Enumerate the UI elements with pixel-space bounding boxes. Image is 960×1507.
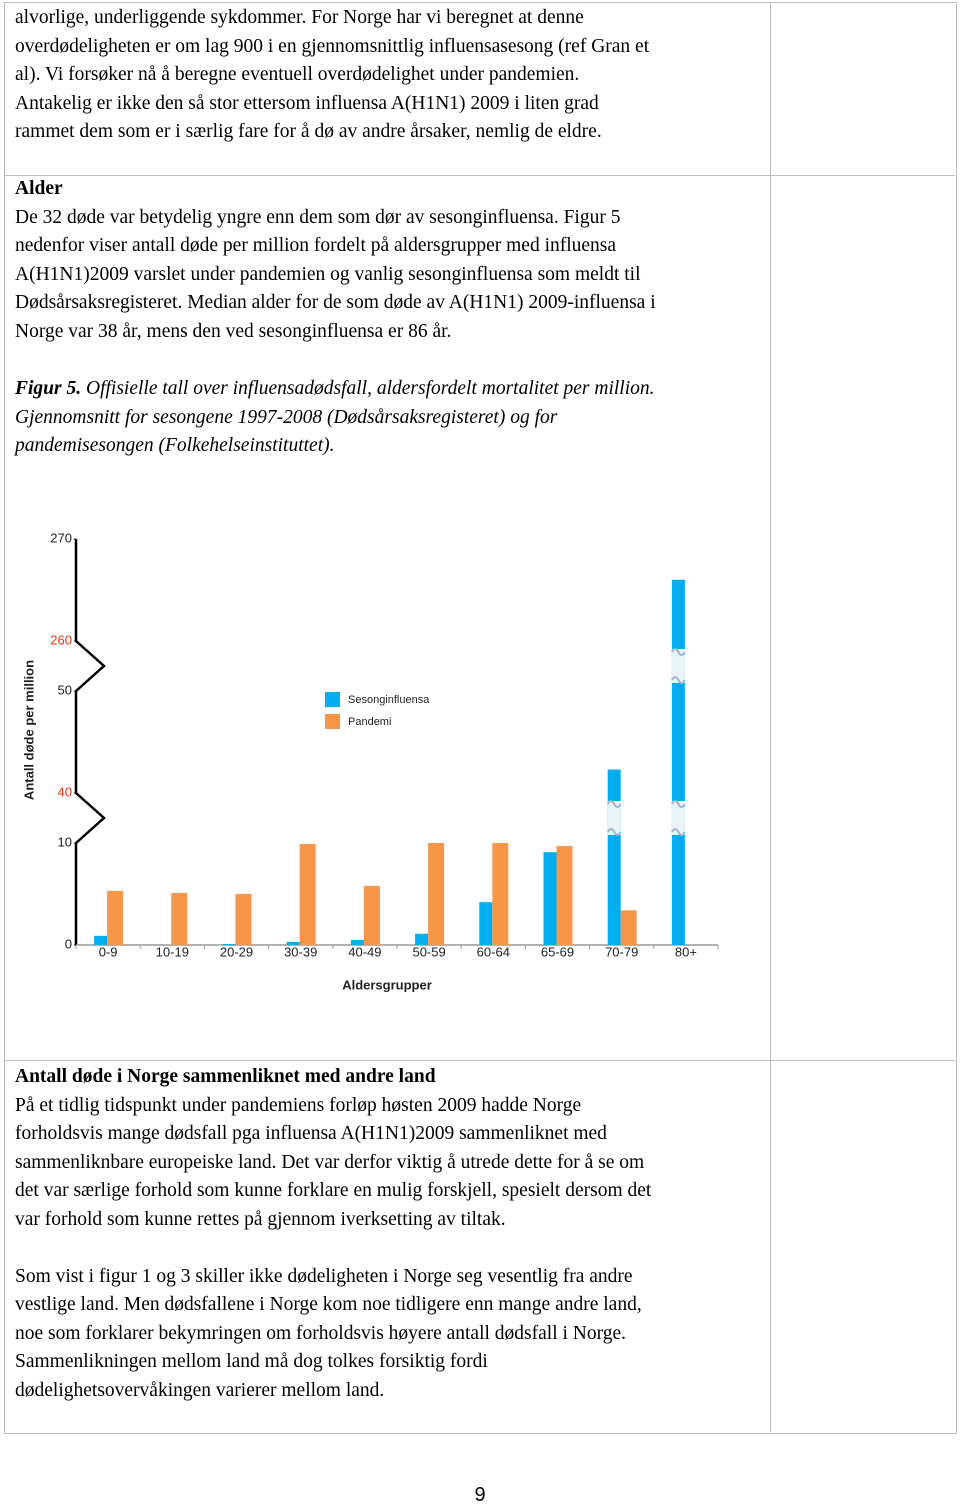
- paragraph: alvorlige, underliggende sykdommer. For …: [15, 4, 770, 147]
- x-tick-label: 50-59: [412, 944, 445, 959]
- chart: 0 10 40 50 260 270 0-9 10-19 20-29 30-39 40-49 50-5…: [21, 530, 719, 992]
- bar: [492, 843, 509, 945]
- text-line: Antakelig er ikke den så stor ettersom i…: [15, 92, 599, 114]
- y-tick-label: 260: [50, 632, 72, 647]
- row-divider: [4, 1060, 955, 1061]
- y-axis-title: Antall døde per million: [21, 660, 36, 800]
- y-tick-label: 40: [58, 784, 72, 799]
- x-tick-label: 60-64: [477, 944, 510, 959]
- break-marker: [671, 649, 685, 683]
- bar: [94, 935, 108, 945]
- bar: [428, 843, 445, 945]
- x-tick-label: 0-9: [99, 944, 118, 959]
- text-line: sammenliknbare europeiske land. Det var …: [15, 1151, 645, 1173]
- text-line: var forhold som kunne rettes på gjennom …: [15, 1208, 506, 1230]
- text-line: vestlige land. Men dødsfallene i Norge k…: [15, 1294, 642, 1315]
- section: Antall døde i Norge sammenliknet med and…: [15, 1063, 770, 1405]
- bar: [556, 846, 573, 945]
- x-tick-label: 70-79: [605, 944, 638, 959]
- bar: [363, 885, 380, 945]
- break-wave: [671, 648, 686, 684]
- bar: [479, 902, 493, 945]
- x-tick-label: 65-69: [541, 944, 574, 959]
- y-tick-label: 270: [50, 530, 72, 545]
- text-line: al). Vi forsøker nå å beregne eventuell …: [15, 64, 580, 85]
- heading: Alder: [15, 178, 63, 199]
- break-marker: [607, 801, 621, 835]
- text-line: På et tidlig tidspunkt under pandemiens …: [15, 1094, 582, 1116]
- bar: [235, 894, 252, 945]
- text-line: overdødeligheten er om lag 900 i en gjen…: [15, 35, 650, 57]
- bar: [350, 939, 364, 945]
- row-divider: [4, 175, 955, 176]
- text-line: pandemisesongen (Folkehelseinstituttet).: [15, 435, 335, 456]
- text-line: forholdsvis mange dødsfall pga influensa…: [15, 1123, 607, 1144]
- bar: [671, 579, 685, 945]
- y-tick-label: 0: [65, 936, 72, 951]
- table-frame: [4, 2, 957, 1434]
- x-tick-label: 40-49: [348, 944, 381, 959]
- column-divider: [770, 2, 771, 1432]
- caption-label: Figur 5.: [15, 378, 82, 399]
- bar: [171, 892, 188, 945]
- text-line: A(H1N1)2009 varslet under pandemien og v…: [15, 263, 641, 285]
- text-line: Gjennomsnitt for sesongene 1997-2008 (Dø…: [15, 406, 558, 428]
- x-tick-label: 30-39: [284, 944, 317, 959]
- y-axis: [74, 539, 106, 945]
- text-line: det var særlige forhold som kunne forkla…: [15, 1180, 652, 1201]
- bar: [299, 844, 316, 945]
- break-wave: [606, 800, 622, 836]
- text-line: Dødsårsaksregisteret. Median alder for d…: [15, 292, 656, 313]
- heading: Antall døde i Norge sammenliknet med and…: [15, 1066, 436, 1087]
- x-axis-title: Aldersgrupper: [342, 977, 432, 992]
- figure-caption: Figur 5. Offisielle tall over influensad…: [15, 375, 770, 461]
- bar: [286, 941, 300, 945]
- x-tick-label: 80+: [675, 944, 697, 959]
- bar: [107, 890, 124, 945]
- section: Alder De 32 døde var betydelig yngre enn…: [15, 175, 770, 346]
- text-line: nedenfor viser antall døde per million f…: [15, 235, 617, 256]
- text-line: dødelighetsovervåkingen varierer mellom …: [15, 1379, 385, 1401]
- bar: [620, 910, 637, 945]
- text-line: De 32 døde var betydelig yngre enn dem s…: [15, 206, 621, 228]
- break-marker: [671, 801, 685, 835]
- y-tick-label: 50: [58, 682, 72, 697]
- x-tick-label: 20-29: [220, 944, 253, 959]
- text-line: rammet dem som er i særlig fare for å dø…: [15, 121, 602, 142]
- legend-swatch: [325, 714, 340, 729]
- legend-label: Sesonginfluensa: [348, 694, 430, 706]
- text-line: Norge var 38 år, mens den ved sesonginfl…: [15, 320, 452, 342]
- x-tick-label: 10-19: [156, 944, 189, 959]
- caption-line: Figur 5. Offisielle tall over influensad…: [15, 375, 770, 404]
- text-line: Som vist i figur 1 og 3 skiller ikke død…: [15, 1265, 633, 1287]
- legend-label: Pandemi: [348, 716, 391, 728]
- text-line: noe som forklarer bekymringen om forhold…: [15, 1322, 627, 1344]
- legend-swatch: [325, 692, 340, 707]
- page-number: 9: [474, 1484, 486, 1506]
- text-line: alvorlige, underliggende sykdommer. For …: [15, 7, 584, 28]
- text-line: Sammenlikningen mellom land må dog tolke…: [15, 1351, 488, 1372]
- caption-text: Offisielle tall over influensadødsfall, …: [85, 378, 655, 399]
- bar: [543, 852, 557, 945]
- break-wave: [671, 800, 686, 836]
- y-tick-label: 10: [58, 834, 72, 849]
- spacer: [15, 1234, 770, 1263]
- bar: [222, 943, 236, 945]
- bar: [607, 769, 621, 945]
- bar: [415, 933, 429, 945]
